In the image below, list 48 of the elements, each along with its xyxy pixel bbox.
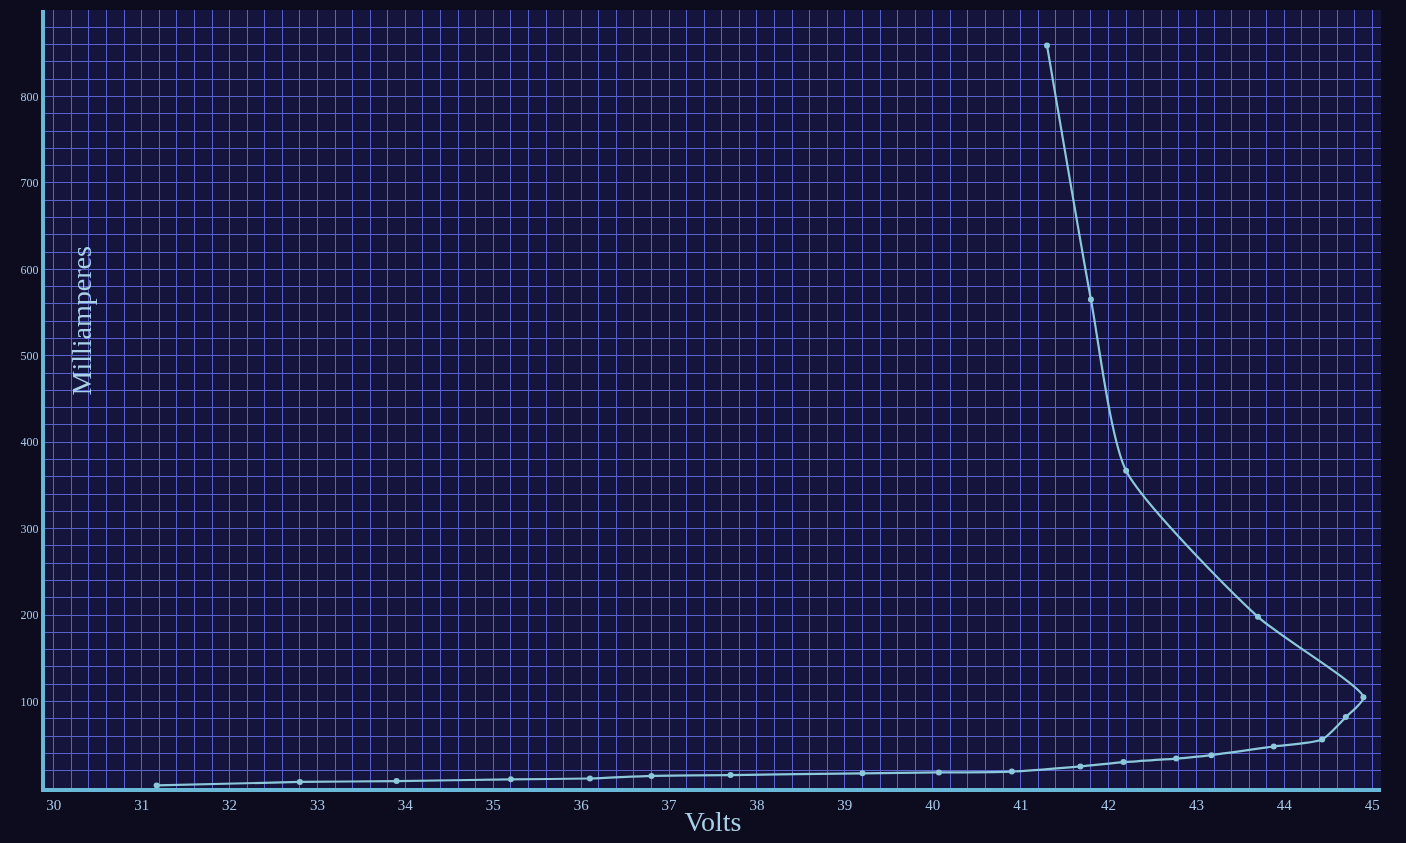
point [1342, 714, 1349, 721]
point [648, 772, 655, 779]
y-tick-label: 200 [20, 608, 39, 623]
y-axis-title: Milliamperes [66, 246, 97, 396]
point [1044, 42, 1050, 49]
point [1173, 755, 1180, 762]
point [1087, 296, 1094, 303]
x-tick-label: 38 [749, 797, 765, 813]
point [727, 772, 734, 779]
point [1270, 743, 1277, 750]
x-tick-label: 37 [661, 797, 678, 813]
x-tick-label: 43 [1188, 797, 1204, 813]
point [153, 782, 160, 788]
point [1319, 736, 1326, 743]
point [393, 778, 400, 785]
x-tick-label: 45 [1364, 797, 1380, 813]
y-tick-label: 400 [20, 435, 39, 450]
x-tick-label: 40 [925, 797, 941, 813]
point [296, 778, 303, 785]
x-tick-label: 31 [134, 797, 150, 813]
point [1254, 613, 1261, 620]
x-tick-label: 34 [397, 797, 414, 813]
y-tick-label: 500 [20, 348, 39, 363]
x-tick-label: 36 [573, 797, 590, 813]
x-tick-label: 42 [1101, 797, 1117, 813]
point [1360, 694, 1367, 701]
y-tick-label: 700 [20, 176, 39, 191]
x-tick-label: 44 [1276, 797, 1293, 813]
x-tick-label: 30 [46, 797, 62, 813]
x-tick-label: 41 [1013, 797, 1029, 813]
x-tick-label: 35 [485, 797, 501, 813]
point [1123, 467, 1130, 474]
point [859, 770, 866, 777]
x-tick-label: 33 [309, 797, 325, 813]
point [586, 775, 593, 782]
point [1077, 763, 1084, 770]
y-tick-label: 600 [20, 262, 39, 277]
x-tick-label: 32 [222, 797, 238, 813]
y-tick-label: 300 [20, 521, 39, 536]
y-tick-label: 800 [20, 89, 39, 104]
x-tick-label: 39 [837, 797, 853, 813]
point [507, 776, 514, 783]
y-tick-label: 100 [20, 694, 39, 709]
point [935, 769, 942, 776]
point [1120, 759, 1127, 766]
point [1008, 768, 1015, 775]
x-axis-title: Volts [684, 805, 742, 837]
point [1208, 752, 1215, 759]
